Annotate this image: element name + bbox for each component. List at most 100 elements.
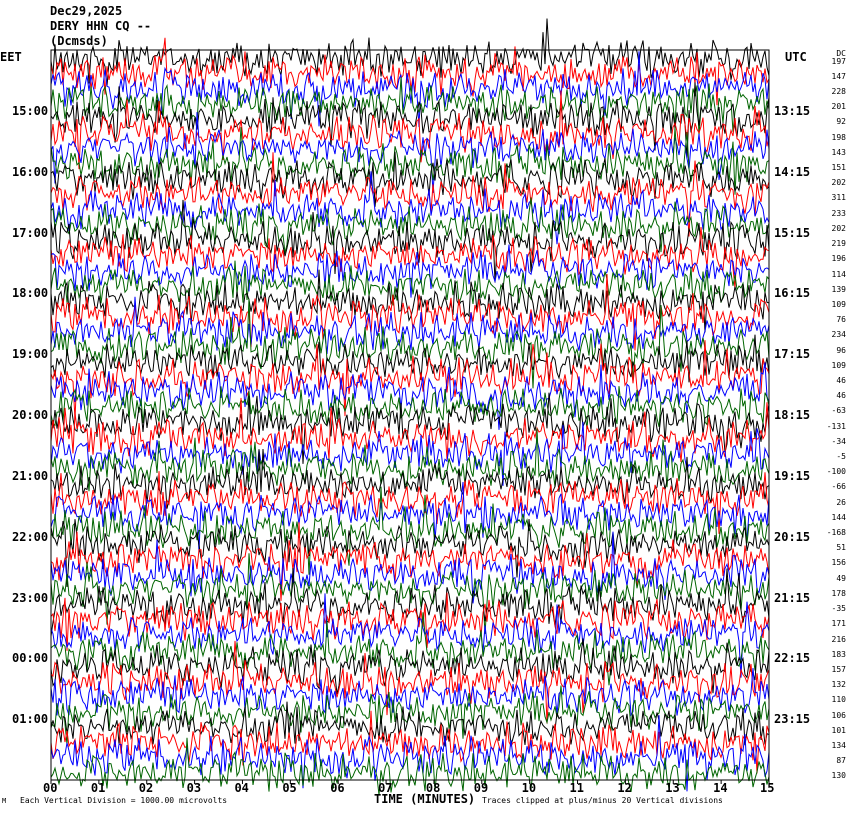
left-hour-label: 19:00 — [12, 347, 49, 362]
trace-line — [50, 227, 770, 289]
dc-offset-label: 311 — [831, 193, 846, 203]
trace-line — [50, 362, 770, 430]
x-tick-label: 02 — [138, 781, 154, 795]
trace-line — [50, 428, 770, 492]
right-hour-label: 13:15 — [774, 103, 811, 118]
trace-line — [50, 710, 770, 774]
x-tick-label: 01 — [90, 781, 106, 795]
right-hour-label: 19:15 — [774, 468, 811, 483]
left-hour-label: 00:00 — [12, 651, 49, 666]
x-tick-label: 11 — [569, 781, 584, 795]
dc-offset-label: 139 — [831, 284, 846, 294]
dc-offset-label: 196 — [831, 254, 846, 264]
x-axis-label: TIME (MINUTES) — [374, 792, 476, 806]
dc-offset-label: 216 — [831, 634, 846, 644]
x-tick-label: 13 — [665, 781, 680, 795]
station-label: DERY HHN CQ -- — [50, 19, 152, 33]
trace-line — [50, 486, 770, 575]
left-hour-label: 18:00 — [12, 286, 49, 301]
dc-offset-label: -66 — [831, 482, 846, 492]
trace-line — [50, 592, 770, 651]
dc-offset-label: -168 — [826, 528, 846, 538]
trace-line — [50, 701, 770, 747]
x-tick-label: 07 — [378, 781, 393, 795]
dc-offset-label: 202 — [831, 178, 846, 188]
trace-line — [50, 127, 770, 195]
dc-offset-label: 202 — [831, 223, 846, 233]
trace-line — [50, 737, 770, 796]
trace-line — [50, 151, 770, 207]
date-label: Dec29,2025 — [50, 4, 123, 18]
subtitle-label: (Dcmsds) — [50, 34, 108, 48]
trace-line — [50, 531, 770, 604]
x-tick-label: 00 — [43, 781, 58, 795]
trace-line — [50, 152, 770, 237]
trace-line — [50, 612, 770, 686]
trace-line — [50, 386, 770, 430]
right-hour-label: 16:15 — [774, 286, 811, 301]
dc-offset-label: 76 — [836, 315, 846, 325]
trace-line — [50, 273, 770, 351]
dc-header: DC — [836, 49, 846, 58]
dc-offset-label: 87 — [836, 756, 846, 766]
trace-line — [50, 568, 770, 637]
right-hour-label: 20:15 — [774, 529, 811, 544]
x-tick-label: 08 — [425, 781, 441, 795]
trace-line — [50, 715, 770, 792]
dc-offset-label: 114 — [831, 269, 846, 279]
trace-line — [50, 392, 770, 464]
right-hour-label: 23:15 — [774, 712, 811, 727]
left-hour-label: 22:00 — [12, 529, 49, 544]
dc-offset-label: 233 — [831, 208, 846, 218]
x-tick-marks — [50, 780, 770, 784]
trace-line — [50, 171, 770, 245]
plot-frame — [50, 49, 770, 781]
x-tick-label: 15 — [760, 781, 775, 795]
dc-offset-label: 234 — [831, 330, 846, 340]
right-timezone-label: UTC — [785, 50, 807, 64]
x-tick-label: 05 — [282, 781, 297, 795]
trace-line — [50, 244, 770, 298]
dc-offset-label: 26 — [836, 497, 846, 507]
dc-offset-label: 109 — [831, 299, 846, 309]
dc-offset-label: 228 — [831, 87, 846, 97]
dc-offset-label: 101 — [831, 725, 846, 735]
trace-line — [50, 685, 770, 745]
left-hour-label: 17:00 — [12, 225, 49, 240]
dc-offset-label: 51 — [836, 543, 846, 553]
dc-offset-label: 171 — [831, 619, 846, 629]
dc-offset-label: 183 — [831, 649, 846, 659]
dc-offset-label: -35 — [831, 604, 846, 614]
dc-offset-label: 197 — [831, 56, 846, 66]
left-hour-label: 23:00 — [12, 590, 49, 605]
dc-offset-label: 46 — [836, 375, 846, 385]
trace-line — [50, 260, 770, 306]
right-hour-label: 18:15 — [774, 408, 811, 422]
dc-offset-label: 147 — [831, 71, 846, 81]
dc-offset-label: 219 — [831, 239, 846, 249]
right-hour-label: 14:15 — [774, 164, 811, 179]
right-hour-label: 22:15 — [774, 651, 811, 666]
right-hour-label: 17:15 — [774, 347, 811, 362]
trace-line — [50, 298, 770, 389]
dc-offset-label: 156 — [831, 558, 846, 568]
dc-offset-label: 46 — [836, 391, 846, 401]
dc-offset-label: 178 — [831, 588, 846, 598]
left-hour-label: 20:00 — [12, 408, 49, 422]
dc-offset-label: -5 — [836, 452, 846, 462]
trace-line — [50, 77, 770, 136]
scale-note: Each Vertical Division = 1000.00 microvo… — [20, 796, 228, 805]
x-tick-label: 14 — [713, 781, 728, 795]
dc-offset-label: 143 — [831, 147, 846, 157]
dc-offset-label: 110 — [831, 695, 846, 705]
dc-offset-label: 96 — [836, 345, 846, 355]
left-timezone-label: EET — [0, 50, 22, 64]
trace-line — [50, 668, 770, 717]
x-tick-label: 06 — [330, 781, 345, 795]
x-tick-label: 09 — [473, 781, 489, 795]
left-hour-label: 21:00 — [12, 468, 49, 483]
dc-offset-label: 92 — [836, 117, 846, 127]
trace-line — [50, 448, 770, 509]
clip-note: Traces clipped at plus/minus 20 Vertical… — [482, 796, 723, 805]
left-hour-label: 16:00 — [12, 164, 49, 179]
